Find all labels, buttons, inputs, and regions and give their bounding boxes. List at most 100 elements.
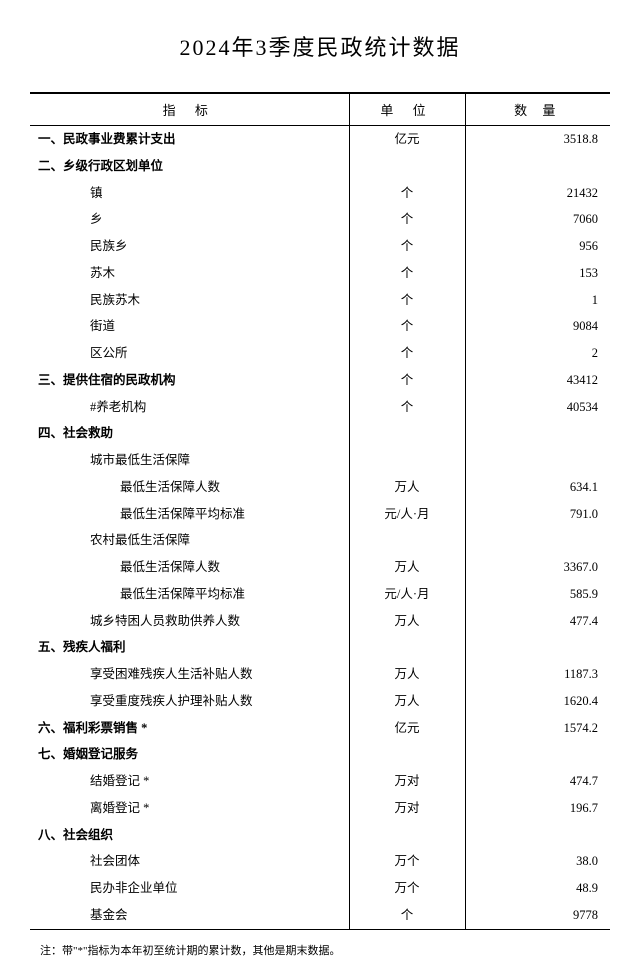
cell-unit (349, 527, 465, 554)
cell-unit: 元/人·月 (349, 581, 465, 608)
table-row: 一、民政事业费累计支出亿元3518.8 (30, 126, 610, 153)
cell-indicator: 最低生活保障平均标准 (30, 581, 349, 608)
cell-unit: 个 (349, 260, 465, 287)
cell-unit: 万人 (349, 688, 465, 715)
cell-indicator: 乡 (30, 206, 349, 233)
cell-amount: 153 (465, 260, 610, 287)
cell-unit: 个 (349, 340, 465, 367)
table-row: 最低生活保障平均标准元/人·月585.9 (30, 581, 610, 608)
cell-amount (465, 741, 610, 768)
cell-unit: 个 (349, 313, 465, 340)
table-row: 区公所个2 (30, 340, 610, 367)
header-unit: 单 位 (349, 93, 465, 126)
table-row: 乡个7060 (30, 206, 610, 233)
table-row: 六、福利彩票销售 *亿元1574.2 (30, 715, 610, 742)
table-row: 民族苏木个1 (30, 287, 610, 314)
table-row: #养老机构个40534 (30, 394, 610, 421)
cell-indicator: 一、民政事业费累计支出 (30, 126, 349, 153)
cell-amount: 477.4 (465, 608, 610, 635)
cell-unit: 万人 (349, 661, 465, 688)
cell-unit: 个 (349, 206, 465, 233)
cell-unit: 万对 (349, 768, 465, 795)
table-row: 苏木个153 (30, 260, 610, 287)
header-indicator: 指 标 (30, 93, 349, 126)
cell-unit (349, 822, 465, 849)
table-body: 一、民政事业费累计支出亿元3518.8二、乡级行政区划单位镇个21432乡个70… (30, 126, 610, 930)
cell-unit: 万个 (349, 875, 465, 902)
statistics-table: 指 标 单 位 数 量 一、民政事业费累计支出亿元3518.8二、乡级行政区划单… (30, 92, 610, 930)
cell-indicator: 镇 (30, 180, 349, 207)
cell-indicator: 四、社会救助 (30, 420, 349, 447)
table-row: 农村最低生活保障 (30, 527, 610, 554)
page-title: 2024年3季度民政统计数据 (30, 30, 610, 62)
cell-unit: 亿元 (349, 715, 465, 742)
cell-amount: 585.9 (465, 581, 610, 608)
table-row: 最低生活保障人数万人634.1 (30, 474, 610, 501)
cell-unit: 个 (349, 180, 465, 207)
table-row: 最低生活保障平均标准元/人·月791.0 (30, 501, 610, 528)
cell-amount: 791.0 (465, 501, 610, 528)
table-row: 享受重度残疾人护理补贴人数万人1620.4 (30, 688, 610, 715)
cell-unit: 万人 (349, 474, 465, 501)
cell-amount: 21432 (465, 180, 610, 207)
table-row: 享受困难残疾人生活补贴人数万人1187.3 (30, 661, 610, 688)
cell-indicator: 五、残疾人福利 (30, 634, 349, 661)
cell-indicator: 苏木 (30, 260, 349, 287)
cell-indicator: 社会团体 (30, 848, 349, 875)
cell-indicator: 享受重度残疾人护理补贴人数 (30, 688, 349, 715)
cell-amount (465, 153, 610, 180)
cell-amount: 38.0 (465, 848, 610, 875)
cell-amount: 9778 (465, 902, 610, 929)
cell-indicator: 农村最低生活保障 (30, 527, 349, 554)
cell-amount: 1187.3 (465, 661, 610, 688)
cell-indicator: 街道 (30, 313, 349, 340)
cell-indicator: 六、福利彩票销售 * (30, 715, 349, 742)
footnote: 注：带"*"指标为本年初至统计期的累计数，其他是期末数据。 (30, 942, 610, 958)
cell-amount (465, 822, 610, 849)
cell-unit (349, 420, 465, 447)
cell-amount: 474.7 (465, 768, 610, 795)
table-row: 城乡特困人员救助供养人数万人477.4 (30, 608, 610, 635)
table-row: 四、社会救助 (30, 420, 610, 447)
table-row: 八、社会组织 (30, 822, 610, 849)
cell-indicator: 民族乡 (30, 233, 349, 260)
table-row: 街道个9084 (30, 313, 610, 340)
table-row: 最低生活保障人数万人3367.0 (30, 554, 610, 581)
cell-amount (465, 420, 610, 447)
cell-indicator: #养老机构 (30, 394, 349, 421)
cell-amount: 1574.2 (465, 715, 610, 742)
table-row: 离婚登记 *万对196.7 (30, 795, 610, 822)
cell-unit: 个 (349, 394, 465, 421)
table-row: 五、残疾人福利 (30, 634, 610, 661)
cell-unit: 个 (349, 287, 465, 314)
cell-indicator: 三、提供住宿的民政机构 (30, 367, 349, 394)
cell-indicator: 基金会 (30, 902, 349, 929)
cell-indicator: 七、婚姻登记服务 (30, 741, 349, 768)
cell-amount (465, 527, 610, 554)
cell-amount: 1620.4 (465, 688, 610, 715)
table-header-row: 指 标 单 位 数 量 (30, 93, 610, 126)
cell-unit (349, 741, 465, 768)
cell-indicator: 离婚登记 * (30, 795, 349, 822)
table-row: 社会团体万个38.0 (30, 848, 610, 875)
cell-indicator: 享受困难残疾人生活补贴人数 (30, 661, 349, 688)
cell-amount (465, 634, 610, 661)
cell-indicator: 民族苏木 (30, 287, 349, 314)
cell-amount: 7060 (465, 206, 610, 233)
table-row: 二、乡级行政区划单位 (30, 153, 610, 180)
cell-unit (349, 153, 465, 180)
cell-amount: 634.1 (465, 474, 610, 501)
table-row: 三、提供住宿的民政机构个43412 (30, 367, 610, 394)
cell-indicator: 城乡特困人员救助供养人数 (30, 608, 349, 635)
cell-amount: 1 (465, 287, 610, 314)
cell-unit: 万人 (349, 554, 465, 581)
cell-indicator: 最低生活保障人数 (30, 554, 349, 581)
cell-indicator: 八、社会组织 (30, 822, 349, 849)
cell-indicator: 最低生活保障人数 (30, 474, 349, 501)
cell-amount: 48.9 (465, 875, 610, 902)
cell-amount: 3518.8 (465, 126, 610, 153)
table-row: 七、婚姻登记服务 (30, 741, 610, 768)
cell-amount: 40534 (465, 394, 610, 421)
cell-indicator: 二、乡级行政区划单位 (30, 153, 349, 180)
table-row: 民办非企业单位万个48.9 (30, 875, 610, 902)
